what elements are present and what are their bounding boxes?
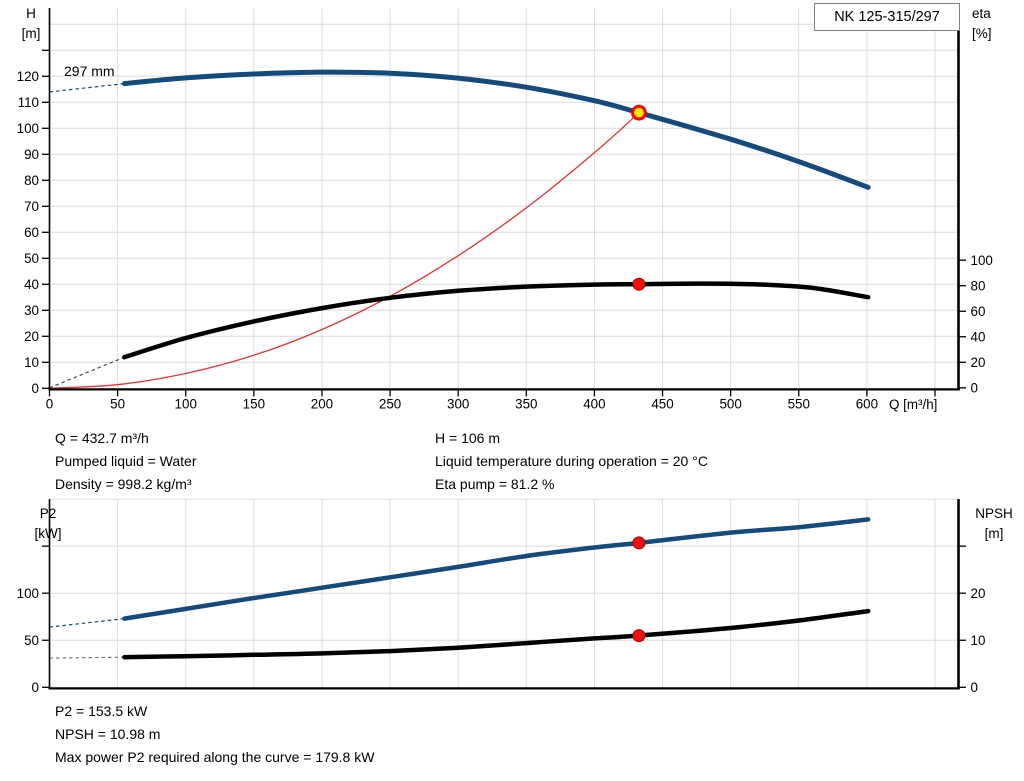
tick-label-left: 40	[24, 277, 39, 292]
head-297mm-curve	[121, 69, 871, 190]
tick-label-x: 350	[515, 396, 537, 411]
tick-label-left: 50	[24, 633, 39, 648]
tick-label-x: 450	[651, 396, 673, 411]
tick-label-x: 200	[311, 396, 333, 411]
tick-label-left: 100	[17, 121, 39, 136]
head-297mm-lead-dash	[49, 83, 125, 93]
tick-label-left: 110	[18, 95, 39, 110]
tick-label-left: 100	[17, 586, 39, 601]
eta-axis-title-line2: [%]	[972, 26, 992, 41]
tick-label-left: 50	[24, 251, 39, 266]
liquid-temperature-text: Liquid temperature during operation = 20…	[435, 453, 708, 470]
tick-label-right: 40	[971, 329, 986, 344]
pump-type-label: NK 125-315/297	[834, 9, 940, 25]
tick-label-left: 0	[32, 680, 39, 695]
duty-point-head[interactable]	[631, 104, 647, 121]
efficiency-lead-dash	[49, 356, 125, 389]
duty-point-p2[interactable]	[632, 536, 646, 550]
power-p2-lead-dash	[49, 618, 125, 628]
tick-label-left: 120	[17, 69, 39, 84]
power-p2-curve	[122, 517, 871, 621]
tick-label-left: 80	[24, 173, 39, 188]
tick-label-x: 500	[719, 396, 741, 411]
tick-label-left: 70	[24, 199, 39, 214]
tick-label-left: 0	[32, 381, 39, 396]
eta-pump-text: Eta pump = 81.2 %	[435, 476, 555, 493]
tick-label-left: 90	[24, 147, 39, 162]
tick-label-left: 20	[24, 329, 39, 344]
tick-label-left: 60	[24, 225, 39, 240]
npsh-result-text: NPSH = 10.98 m	[55, 726, 161, 743]
tick-label-right: 100	[971, 253, 993, 268]
tick-label-x: 550	[788, 396, 810, 411]
pumped-liquid-text: Pumped liquid = Water	[55, 453, 197, 470]
npsh-axis-title-line2: [m]	[984, 526, 1004, 541]
p2-axis-title-line2: [kW]	[34, 526, 62, 541]
eta-axis-title-line1: eta	[972, 6, 991, 21]
eta-axis-title: eta [%]	[972, 4, 992, 44]
duty-info-right: H = 106 m Liquid temperature during oper…	[435, 427, 708, 497]
tick-label-x: 300	[447, 396, 469, 411]
tick-label-right: 10	[971, 633, 986, 648]
tick-label-x: 150	[243, 396, 265, 411]
pump-type-box: NK 125-315/297	[814, 3, 960, 31]
duty-point-eta[interactable]	[632, 277, 646, 291]
duty-flow-text: Q = 432.7 m³/h	[55, 430, 149, 446]
p2-result-text: P2 = 153.5 kW	[55, 703, 148, 719]
duty-info-left: Q = 432.7 m³/h Pumped liquid = Water Den…	[55, 427, 197, 497]
tick-label-x: 0	[46, 396, 53, 411]
tick-label-left: 30	[24, 303, 39, 318]
p2-axis-title-line1: P2	[39, 506, 57, 521]
tick-label-right: 60	[971, 304, 986, 319]
npsh-curve	[122, 608, 871, 660]
max-power-text: Max power P2 required along the curve = …	[55, 749, 375, 766]
head-axis-title-line1: H	[26, 6, 36, 21]
tick-label-x: 600	[856, 396, 878, 411]
tick-label-right: 20	[971, 586, 986, 601]
npsh-axis-title: NPSH [m]	[966, 504, 1022, 544]
result-info: P2 = 153.5 kW NPSH = 10.98 m Max power P…	[55, 700, 374, 770]
tick-label-x: 250	[379, 396, 401, 411]
density-text: Density = 998.2 kg/m³	[55, 476, 192, 493]
tick-label-right: 0	[971, 381, 978, 396]
efficiency-curve	[122, 281, 871, 360]
head-axis-title-line2: [m]	[21, 26, 41, 41]
tick-label-right: 80	[971, 278, 986, 293]
system-curve-curve	[48, 112, 640, 389]
q-axis-title: Q [m³/h]	[889, 397, 938, 412]
tick-label-left: 10	[24, 355, 39, 370]
duty-head-text: H = 106 m	[435, 430, 500, 446]
duty-point-npsh[interactable]	[632, 629, 646, 643]
head-axis-title: H [m]	[15, 4, 47, 44]
p2-axis-title: P2 [kW]	[22, 504, 74, 544]
tick-label-x: 50	[110, 396, 125, 411]
tick-label-x: 400	[583, 396, 605, 411]
impeller-size-label: 297 mm	[64, 63, 115, 79]
npsh-axis-title-line1: NPSH	[975, 506, 1013, 521]
tick-label-x: 100	[175, 396, 197, 411]
tick-label-right: 20	[971, 355, 986, 370]
npsh-lead-dash	[49, 656, 125, 659]
tick-label-right: 0	[971, 680, 978, 695]
